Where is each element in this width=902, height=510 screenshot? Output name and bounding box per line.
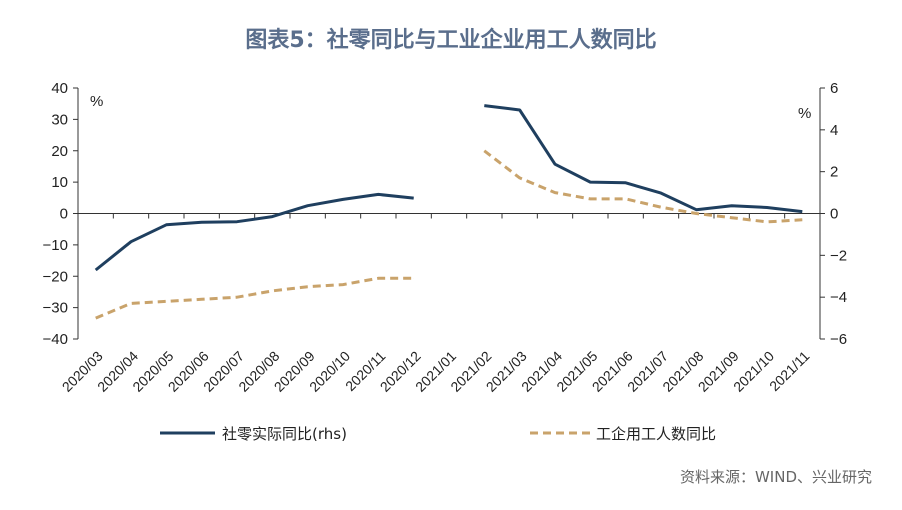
chart-title: 图表5：社零同比与工业企业用工人数同比	[245, 28, 657, 53]
right-tick-label: 6	[830, 80, 838, 97]
left-unit-label: %	[90, 93, 103, 110]
left-tick-label: −10	[43, 237, 68, 254]
legend-label-employment: 工企用工人数同比	[596, 425, 716, 443]
source-note: 资料来源：WIND、兴业研究	[679, 468, 872, 486]
legend-label-retail: 社零实际同比(rhs)	[222, 425, 347, 443]
employment-line	[95, 276, 414, 320]
right-tick-label: −4	[830, 289, 847, 306]
left-tick-label: −40	[43, 331, 68, 348]
left-tick-label: −20	[43, 268, 68, 285]
right-tick-label: 0	[830, 206, 838, 223]
x-tick-labels: 2020/032020/042020/052020/062020/072020/…	[59, 213, 821, 395]
left-tick-label: −30	[43, 300, 68, 317]
series-lines	[94, 104, 803, 320]
legend: 社零实际同比(rhs) 工企用工人数同比	[160, 425, 716, 443]
right-unit-label: %	[798, 105, 811, 122]
retail-sales-line	[94, 192, 414, 272]
left-tick-label: 10	[51, 174, 68, 191]
left-tick-label: 20	[51, 143, 68, 160]
employment-line	[483, 149, 803, 224]
left-tick-label: 0	[60, 206, 68, 223]
right-tick-label: 4	[830, 122, 838, 139]
right-tick-label: 2	[830, 164, 838, 181]
right-tick-label: −2	[830, 247, 847, 264]
x-tick-label: 2021/11	[766, 348, 813, 395]
retail-sales-line	[484, 104, 803, 214]
left-tick-label: 30	[51, 111, 68, 128]
left-tick-label: 40	[51, 80, 68, 97]
right-tick-label: −6	[830, 331, 847, 348]
